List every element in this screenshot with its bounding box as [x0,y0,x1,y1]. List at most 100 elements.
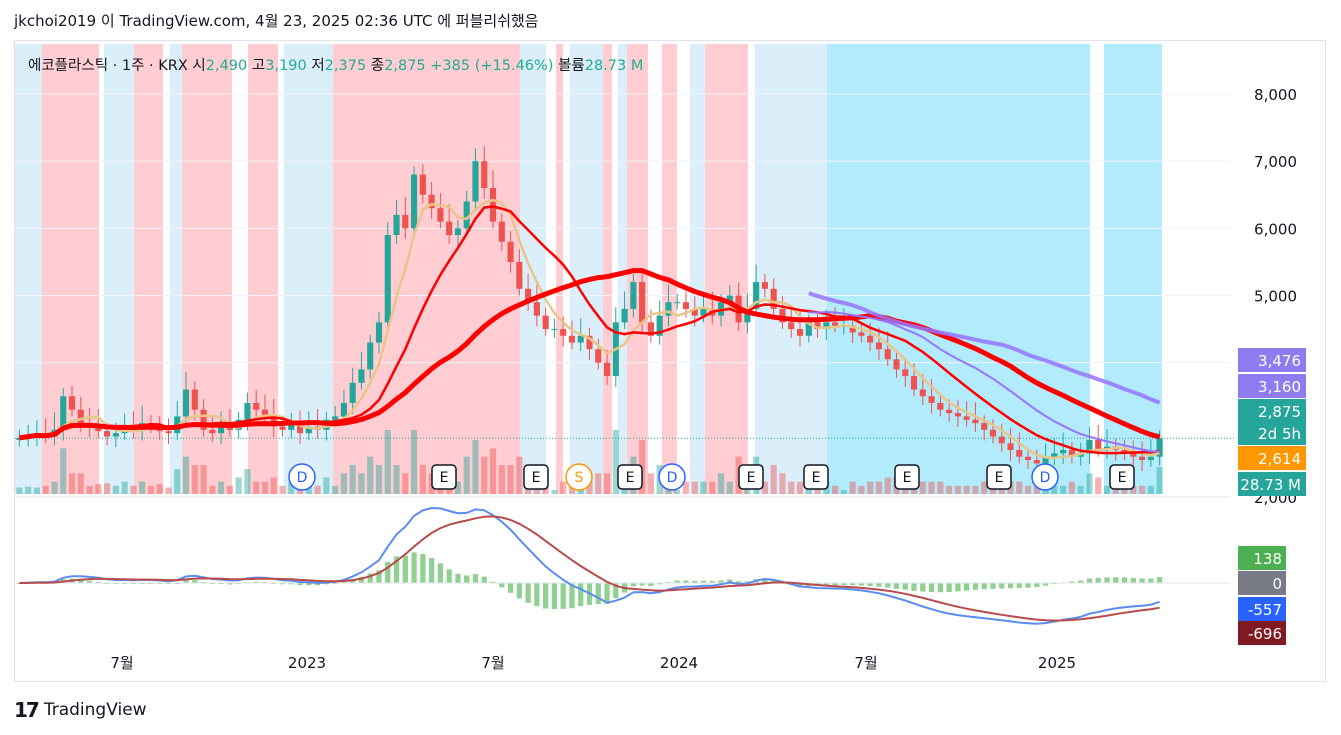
legend-low-label: 저 [311,58,325,74]
volume-bar [1016,481,1023,494]
volume-bar [937,481,944,494]
volume-bar [42,485,49,494]
candle-body [542,315,549,330]
volume-bar [1112,485,1119,494]
macd-histogram-bar [446,569,452,583]
price-axis-badge [1238,472,1306,496]
legend-open: 2,490 [205,58,248,74]
macd-histogram-bar [306,583,312,586]
dividend-marker [1031,463,1059,491]
candle-body [805,322,812,336]
volume-bar [244,469,251,494]
volume-bar [340,473,347,494]
candle-body [367,342,374,370]
volume-bar [104,483,111,494]
candle-body [665,302,672,316]
macd-histogram-bar [718,580,724,583]
candle-body [1024,456,1032,461]
candle-body [603,362,611,377]
volume-bar [314,485,321,494]
macd-histogram-bar [543,583,549,609]
axes: 2,0004,0005,0006,0007,0008,0007월20237월20… [110,86,1306,672]
macd-histogram-bar [867,583,873,587]
candle-body [1051,453,1058,457]
candle-body [296,423,304,434]
macd-histogram-bar [999,583,1005,589]
price-tick-label: 5,000 [1254,288,1297,306]
candle-body [226,426,233,430]
volume-bar [595,473,602,494]
macd-histogram-bar [297,583,303,586]
trend-line-fast [808,310,1160,453]
volume-bar [261,481,269,494]
candle-body [832,322,839,326]
volume-bar [691,481,698,494]
event-label: E [747,470,756,486]
candle-body [454,228,462,236]
price-axis-badge-text: 3,160 [1258,378,1301,396]
volume-bar [33,487,40,494]
macd-histogram-bar [569,583,575,609]
macd-histogram-bar [472,574,479,583]
background-band [690,44,705,494]
macd-histogram-bar [937,583,943,593]
legend-close-label: 종 [370,58,385,74]
footer: 17 TradingView [14,698,147,722]
macd-line [19,506,1160,625]
time-tick-label: 7월 [481,654,504,672]
candle-body [428,194,435,209]
background-band [705,44,748,494]
candle-body [349,382,356,403]
price-axis-badge-text: 3,476 [1258,352,1301,370]
volume-bar [279,485,286,494]
chart-legend: 에코플라스틱 · 1주 · KRX 시2,490 고3,190 저2,375 종… [28,54,643,75]
legend-symbol[interactable]: 에코플라스틱 · 1주 · KRX [28,58,188,74]
macd-histogram-bar [1139,578,1145,583]
macd-histogram-bar [534,583,540,607]
split-marker [565,463,593,491]
macd-histogram-bar [1007,583,1014,589]
price-axis-badge [1238,374,1306,398]
legend-volume: 28.73 M [584,58,644,74]
macd-histogram-bar [700,580,707,583]
candle-body [595,349,602,363]
dividend-marker [658,463,686,491]
volume-bar [393,465,400,494]
event-label: E [626,470,635,486]
candle-body [910,376,918,390]
candle-body [165,431,172,434]
candle-body [419,174,426,195]
background-band [333,44,520,494]
volume-bar [51,481,58,494]
volume-bar [375,465,383,494]
candle-body [95,426,102,432]
macd-histogram-bar [341,581,347,583]
price-axis-badge-text: 28.73 M [1240,476,1301,494]
volume-bar [147,485,155,494]
brand-name[interactable]: TradingView [43,700,147,720]
candle-body [200,409,207,430]
candle-body [393,214,400,236]
volume-bar [1086,473,1093,494]
macd-histogram-bar [858,583,865,586]
volume-bar [226,485,233,494]
candle-body [963,416,970,420]
volume-bar [700,481,707,494]
volume-bar [1121,485,1128,494]
macd-histogram-bar [437,563,444,583]
volume-bar [332,485,339,494]
volume-bar [191,465,198,494]
volume-bar [858,485,865,494]
candle-body [1139,456,1146,461]
price-axis-badge-text: 2,875 [1258,403,1301,421]
candle-body [261,409,269,417]
macd-histogram-bar [876,583,882,587]
tradingview-logo-icon[interactable]: 17 [14,698,40,722]
event-label: S [575,470,584,486]
grid [15,93,1236,498]
earnings-marker [986,464,1012,490]
macd-histogram-bar [1104,577,1110,583]
volume-bar [182,456,190,494]
background-band [15,44,42,494]
